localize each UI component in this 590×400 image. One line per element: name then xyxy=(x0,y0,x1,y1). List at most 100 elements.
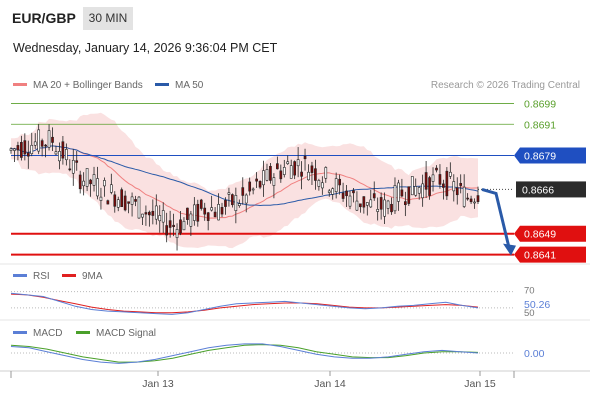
candle xyxy=(189,213,193,227)
candle xyxy=(303,155,307,160)
candle xyxy=(327,190,331,193)
candle xyxy=(410,176,414,196)
candle xyxy=(338,178,341,186)
chart-datetime: Wednesday, January 14, 2026 9:36:04 PM C… xyxy=(13,41,278,55)
candle xyxy=(20,142,23,158)
candle xyxy=(379,197,383,210)
candle xyxy=(206,212,210,221)
level-badge xyxy=(514,225,586,242)
candle xyxy=(424,172,428,190)
candle xyxy=(165,225,169,236)
candle xyxy=(26,152,30,157)
candle xyxy=(404,201,407,206)
legend-rsi: RSI xyxy=(13,271,50,282)
legend-rsi-9ma: 9MA xyxy=(62,271,103,282)
candle xyxy=(421,183,424,199)
candle xyxy=(431,174,435,182)
candle xyxy=(307,171,310,181)
candle xyxy=(78,174,82,190)
macd-signal-line xyxy=(10,344,479,363)
candle xyxy=(282,167,286,175)
candle xyxy=(386,200,390,209)
candle xyxy=(141,213,144,218)
candle xyxy=(186,207,189,220)
candle xyxy=(44,144,47,147)
candle xyxy=(372,193,376,199)
candle xyxy=(61,141,65,159)
candle xyxy=(397,182,400,202)
legend-label: MACD xyxy=(33,328,63,339)
candle xyxy=(127,201,130,204)
level-badge xyxy=(514,147,586,164)
rsi-line xyxy=(10,292,479,315)
candle xyxy=(120,189,124,208)
candle xyxy=(134,199,137,202)
candle xyxy=(130,196,134,205)
candle xyxy=(33,141,37,146)
candle xyxy=(68,168,72,171)
candle xyxy=(75,160,79,163)
candle xyxy=(265,169,269,181)
candle xyxy=(23,140,27,155)
timeframe-badge[interactable]: 30 MIN xyxy=(83,7,133,30)
candle xyxy=(417,187,421,194)
candle xyxy=(383,199,386,217)
candle xyxy=(151,210,155,216)
level-label-0-8679: 0.8679 xyxy=(524,151,556,163)
candle xyxy=(179,219,182,234)
candle xyxy=(99,196,103,201)
candle xyxy=(172,224,175,228)
candle xyxy=(40,140,44,147)
x-tick-label: Jan 14 xyxy=(314,378,346,390)
legend-swatch xyxy=(13,82,27,86)
forecast-arrow-head xyxy=(503,243,516,256)
candle xyxy=(279,170,283,180)
candle xyxy=(58,151,61,162)
candle xyxy=(359,203,362,208)
candle xyxy=(255,178,258,182)
candle xyxy=(317,180,321,187)
candle xyxy=(435,167,438,171)
candle xyxy=(231,194,234,206)
candle xyxy=(37,129,41,152)
candle xyxy=(203,207,207,215)
candle xyxy=(224,200,227,207)
candle xyxy=(244,194,248,204)
legend-label: MACD Signal xyxy=(96,328,157,339)
candle xyxy=(85,168,89,187)
legend-swatch xyxy=(76,330,90,334)
candle xyxy=(289,165,293,179)
candle xyxy=(144,212,148,215)
candle xyxy=(109,184,113,193)
candle xyxy=(376,209,380,212)
candle xyxy=(296,159,300,167)
candle xyxy=(54,151,58,155)
credit-text: Research © 2026 Trading Central xyxy=(430,80,580,91)
candle xyxy=(16,145,20,151)
candle xyxy=(227,192,231,195)
candle xyxy=(352,190,355,194)
candle xyxy=(428,177,431,196)
candle xyxy=(251,188,255,191)
level-label-0-8649: 0.8649 xyxy=(524,229,556,241)
candle xyxy=(262,170,265,186)
candle xyxy=(258,181,262,188)
candle xyxy=(113,194,117,207)
candle xyxy=(137,196,141,219)
candle xyxy=(272,177,276,186)
x-tick-label: Jan 15 xyxy=(464,378,496,390)
candle xyxy=(345,190,348,197)
candle xyxy=(269,165,272,181)
legend-swatch xyxy=(155,82,169,86)
level-label-0-8691: 0.8691 xyxy=(524,119,556,131)
macd-line xyxy=(10,343,479,364)
rsi-level-label: 50 xyxy=(524,308,535,319)
candle xyxy=(448,171,452,177)
candle xyxy=(193,204,196,221)
candle xyxy=(182,220,186,231)
candle xyxy=(148,211,151,216)
candle xyxy=(168,220,172,228)
legend-label: MA 20 + Bollinger Bands xyxy=(33,80,143,91)
candle xyxy=(89,179,92,185)
